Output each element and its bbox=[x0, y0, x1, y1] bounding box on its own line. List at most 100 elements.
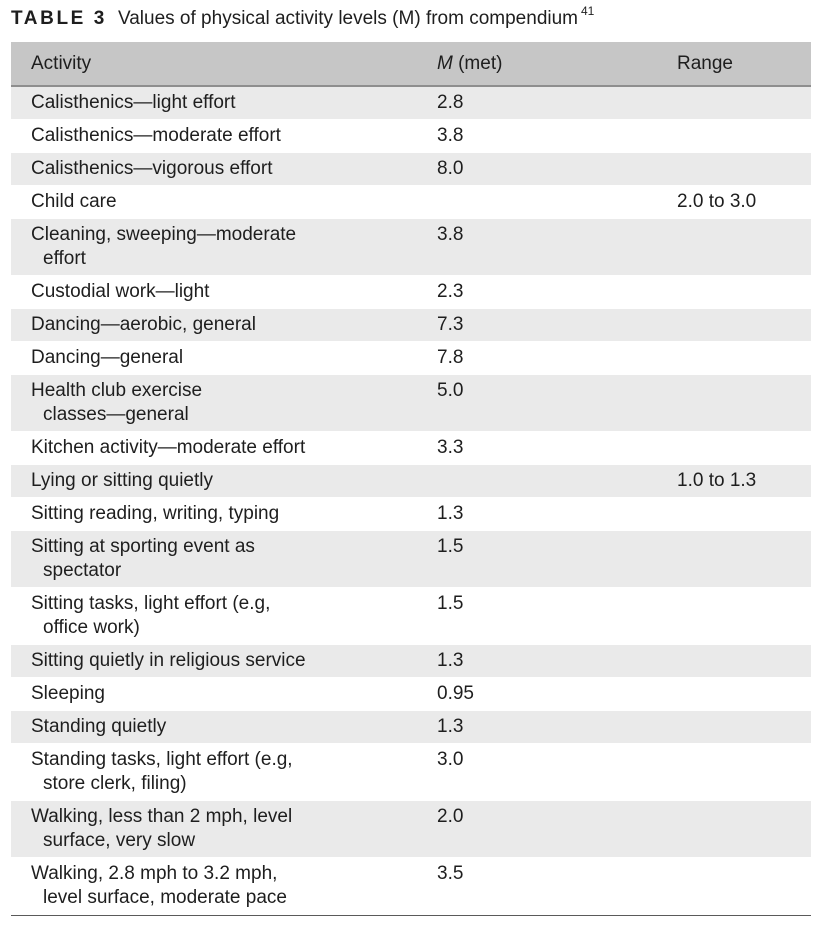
table-row: Walking, 2.8 mph to 3.2 mph, level surfac… bbox=[11, 858, 811, 915]
activity-line1: Child care bbox=[31, 191, 117, 212]
activity-line2: office work) bbox=[43, 617, 140, 638]
activity-line1: Walking, less than 2 mph, level bbox=[31, 806, 293, 827]
table-row: Standing quietly 1.3 bbox=[11, 711, 811, 744]
activity-cell: Sitting quietly in religious service bbox=[31, 645, 403, 673]
activity-line2: level surface, moderate pace bbox=[43, 887, 287, 908]
met-cell: 2.3 bbox=[437, 281, 464, 302]
activity-cell: Standing quietly bbox=[31, 711, 403, 739]
table-title-text: Values of physical activity levels (M) f… bbox=[117, 8, 578, 29]
table-row: Custodial work—light 2.3 bbox=[11, 276, 811, 309]
met-cell: 3.8 bbox=[437, 224, 464, 245]
activity-cell: Cleaning, sweeping—moderate effort bbox=[31, 219, 403, 271]
table-row: Standing tasks, light effort (e.g, store … bbox=[11, 744, 811, 801]
met-cell: 1.3 bbox=[437, 716, 464, 737]
activity-line1: Cleaning, sweeping—moderate bbox=[31, 224, 297, 245]
met-cell: 3.5 bbox=[437, 863, 464, 884]
activity-cell: Sleeping bbox=[31, 678, 403, 706]
table-caption: TABLE 3 Values of physical activity level… bbox=[11, 2, 594, 36]
activity-line1: Calisthenics—light effort bbox=[31, 92, 236, 113]
activity-cell: Health club exercise classes—general bbox=[31, 375, 403, 427]
activity-line1: Walking, 2.8 mph to 3.2 mph, bbox=[31, 863, 278, 884]
met-cell: 8.0 bbox=[437, 158, 464, 179]
activity-cell: Custodial work—light bbox=[31, 276, 403, 304]
met-cell: 7.8 bbox=[437, 347, 464, 368]
header-met-symbol: M bbox=[437, 53, 453, 74]
table-row: Calisthenics—moderate effort 3.8 bbox=[11, 120, 811, 153]
table-row: Sitting at sporting event as spectator 1.5 bbox=[11, 531, 811, 588]
table-body: Calisthenics—light effort 2.8 Calisthenics… bbox=[11, 87, 811, 915]
header-range: Range bbox=[677, 53, 733, 74]
table-row: Calisthenics—vigorous effort 8.0 bbox=[11, 153, 811, 186]
table-row: Kitchen activity—moderate effort 3.3 bbox=[11, 432, 811, 465]
activity-line1: Calisthenics—vigorous effort bbox=[31, 158, 273, 179]
activity-cell: Walking, 2.8 mph to 3.2 mph, level surfac… bbox=[31, 858, 403, 910]
met-cell: 1.5 bbox=[437, 536, 464, 557]
activity-cell: Calisthenics—vigorous effort bbox=[31, 153, 403, 181]
activity-cell: Child care bbox=[31, 186, 403, 214]
met-cell: 3.3 bbox=[437, 437, 464, 458]
activity-line1: Dancing—general bbox=[31, 347, 184, 368]
met-cell: 3.0 bbox=[437, 749, 464, 770]
activity-line1: Lying or sitting quietly bbox=[31, 470, 214, 491]
range-cell: 1.0 to 1.3 bbox=[677, 470, 757, 491]
activity-cell: Dancing—general bbox=[31, 342, 403, 370]
activity-cell: Sitting tasks, light effort (e.g, office … bbox=[31, 588, 403, 640]
header-activity: Activity bbox=[31, 53, 92, 74]
reference-superscript: 41 bbox=[581, 4, 595, 18]
activity-cell: Calisthenics—light effort bbox=[31, 87, 403, 115]
activity-line1: Sitting tasks, light effort (e.g, bbox=[31, 593, 271, 614]
activity-line1: Custodial work—light bbox=[31, 281, 210, 302]
table-title: Values of physical activity levels (M) f… bbox=[117, 4, 594, 29]
met-cell: 1.3 bbox=[437, 650, 464, 671]
met-cell: 7.3 bbox=[437, 314, 464, 335]
header-met: M (met) bbox=[437, 42, 502, 85]
activity-line1: Standing tasks, light effort (e.g, bbox=[31, 749, 293, 770]
activity-cell: Standing tasks, light effort (e.g, store … bbox=[31, 744, 403, 796]
activity-line2: effort bbox=[43, 248, 86, 269]
table-row: Lying or sitting quietly 1.0 to 1.3 bbox=[11, 465, 811, 498]
table-row: Walking, less than 2 mph, level surface, … bbox=[11, 801, 811, 858]
activity-line2: store clerk, filing) bbox=[43, 773, 187, 794]
met-cell: 5.0 bbox=[437, 380, 464, 401]
table-row: Dancing—aerobic, general 7.3 bbox=[11, 309, 811, 342]
table-row: Dancing—general 7.8 bbox=[11, 342, 811, 375]
activity-table: Activity M (met) Range Calisthenics—ligh… bbox=[11, 42, 811, 916]
table-row: Sitting reading, writing, typing 1.3 bbox=[11, 498, 811, 531]
table-row: Sleeping 0.95 bbox=[11, 678, 811, 711]
met-cell: 2.8 bbox=[437, 92, 464, 113]
table-row: Sitting tasks, light effort (e.g, office … bbox=[11, 588, 811, 645]
met-cell: 0.95 bbox=[437, 683, 474, 704]
activity-line1: Sitting at sporting event as bbox=[31, 536, 255, 557]
met-cell: 3.8 bbox=[437, 125, 464, 146]
met-cell: 1.5 bbox=[437, 593, 464, 614]
activity-line1: Calisthenics—moderate effort bbox=[31, 125, 281, 146]
table-row: Sitting quietly in religious service 1.3 bbox=[11, 645, 811, 678]
activity-line1: Kitchen activity—moderate effort bbox=[31, 437, 306, 458]
range-cell: 2.0 to 3.0 bbox=[677, 191, 757, 212]
activity-line1: Dancing—aerobic, general bbox=[31, 314, 256, 335]
activity-line2: classes—general bbox=[43, 404, 189, 425]
table-label: TABLE 3 bbox=[11, 8, 107, 29]
activity-line1: Sitting quietly in religious service bbox=[31, 650, 306, 671]
activity-cell: Kitchen activity—moderate effort bbox=[31, 432, 403, 460]
activity-line2: spectator bbox=[43, 560, 122, 581]
activity-line1: Sitting reading, writing, typing bbox=[31, 503, 280, 524]
activity-line1: Health club exercise bbox=[31, 380, 203, 401]
activity-cell: Walking, less than 2 mph, level surface, … bbox=[31, 801, 403, 853]
table-row: Cleaning, sweeping—moderate effort 3.8 bbox=[11, 219, 811, 276]
table-row: Child care 2.0 to 3.0 bbox=[11, 186, 811, 219]
activity-cell: Sitting reading, writing, typing bbox=[31, 498, 403, 526]
table-row: Calisthenics—light effort 2.8 bbox=[11, 87, 811, 120]
activity-line2: surface, very slow bbox=[43, 830, 196, 851]
met-cell: 2.0 bbox=[437, 806, 464, 827]
met-cell: 1.3 bbox=[437, 503, 464, 524]
activity-line1: Sleeping bbox=[31, 683, 105, 704]
table-header-row: Activity M (met) Range bbox=[11, 42, 811, 87]
activity-cell: Sitting at sporting event as spectator bbox=[31, 531, 403, 583]
activity-line1: Standing quietly bbox=[31, 716, 167, 737]
header-met-unit: (met) bbox=[458, 53, 503, 74]
activity-cell: Dancing—aerobic, general bbox=[31, 309, 403, 337]
activity-cell: Lying or sitting quietly bbox=[31, 465, 403, 493]
activity-cell: Calisthenics—moderate effort bbox=[31, 120, 403, 148]
table-row: Health club exercise classes—general 5.0 bbox=[11, 375, 811, 432]
